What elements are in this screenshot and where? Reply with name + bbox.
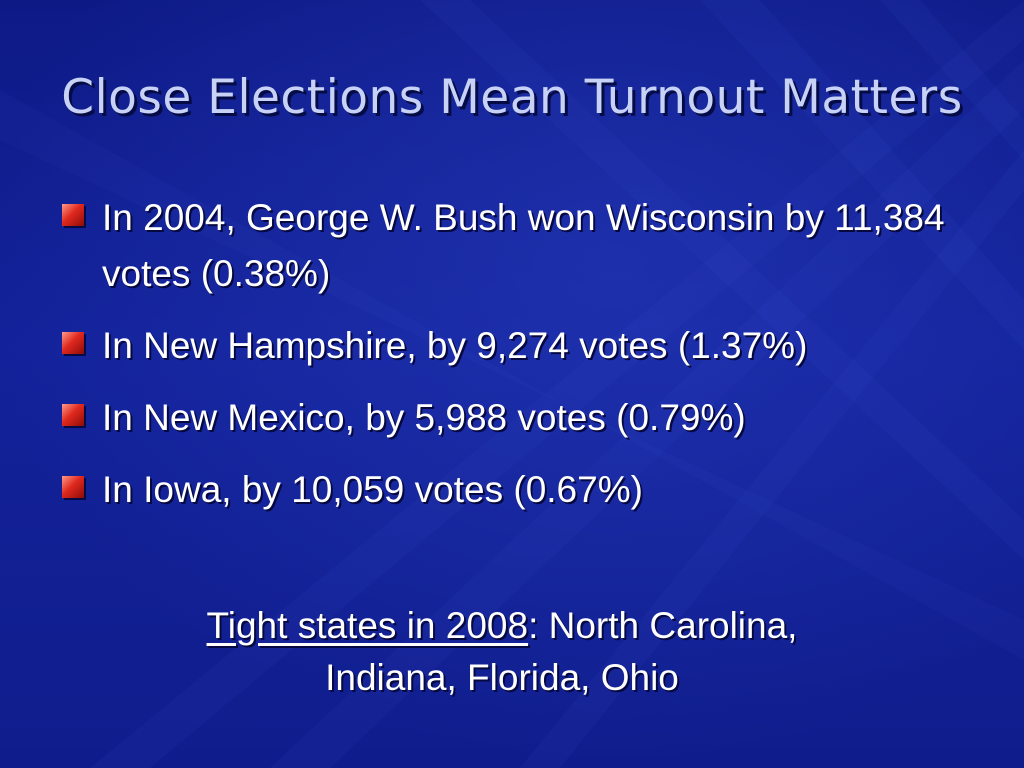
footer-underlined-text: Tight states in 2008 [206,605,529,646]
footer-states-text: : North Carolina, [528,605,798,646]
square-bullet-icon [62,332,84,354]
list-item: In 2004, George W. Bush won Wisconsin by… [60,190,960,302]
list-item: In New Hampshire, by 9,274 votes (1.37%) [60,318,960,374]
list-item: In New Mexico, by 5,988 votes (0.79%) [60,390,960,446]
bullet-text: In New Mexico, by 5,988 votes (0.79%) [102,397,746,438]
list-item: In Iowa, by 10,059 votes (0.67%) [60,462,960,518]
square-bullet-icon [62,476,84,498]
bullet-text: In Iowa, by 10,059 votes (0.67%) [102,469,643,510]
square-bullet-icon [62,404,84,426]
bullet-text: In 2004, George W. Bush won Wisconsin by… [102,197,945,294]
square-bullet-icon [62,204,84,226]
footer-line-2: Indiana, Florida, Ohio [325,657,679,698]
page-title: Close Elections Mean Turnout Matters [61,70,963,125]
footer-note: Tight states in 2008: North Carolina, In… [0,600,1004,704]
footer-line-1: Tight states in 2008: North Carolina, [0,600,1004,652]
bullet-text: In New Hampshire, by 9,274 votes (1.37%) [102,325,808,366]
bullet-list: In 2004, George W. Bush won Wisconsin by… [60,190,960,534]
